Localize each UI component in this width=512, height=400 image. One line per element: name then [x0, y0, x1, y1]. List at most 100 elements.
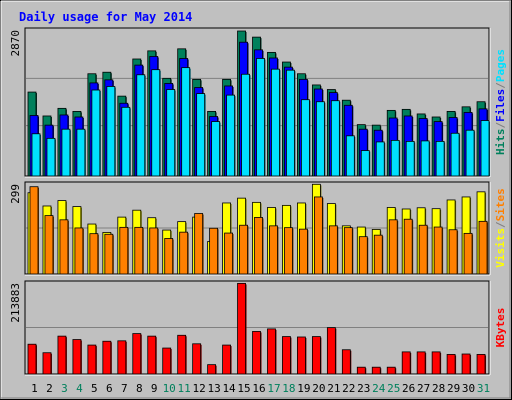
bar-kbytes-26 [401, 351, 411, 375]
bar-sites-1 [29, 186, 39, 275]
bar-kbytes-13 [207, 364, 217, 375]
bar-sites-11 [179, 231, 189, 275]
bar-pages-22 [345, 135, 355, 177]
x-tick-label: 29 [447, 382, 460, 395]
x-tick-label: 19 [297, 382, 310, 395]
x-tick-label: 21 [327, 382, 340, 395]
bar-sites-4 [74, 227, 84, 275]
bar-kbytes-30 [461, 353, 471, 375]
x-tick-label: 20 [312, 382, 325, 395]
bar-pages-17 [271, 68, 280, 177]
bar-kbytes-20 [311, 336, 321, 375]
axis-label-part: Visits [494, 228, 507, 268]
panel-middle: 299 Visits/Sites [9, 181, 507, 276]
x-tick-label: 15 [237, 382, 250, 395]
bar-pages-31 [480, 120, 490, 177]
x-tick-label: 26 [402, 382, 415, 395]
x-tick-label: 8 [136, 382, 143, 395]
bar-pages-3 [61, 128, 71, 177]
bar-sites-16 [254, 217, 263, 275]
bar-sites-19 [299, 228, 308, 275]
x-tick-label: 18 [282, 382, 295, 395]
bar-pages-18 [286, 69, 295, 177]
x-tick-label: 2 [46, 382, 53, 395]
bar-sites-5 [89, 233, 99, 275]
bar-sites-31 [478, 220, 488, 275]
bar-kbytes-5 [87, 344, 97, 375]
bar-kbytes-4 [72, 339, 82, 375]
x-tick-label: 3 [61, 382, 68, 395]
axis-label-part: / [494, 122, 507, 129]
bar-sites-27 [418, 224, 428, 275]
axis-label-part: / [494, 221, 507, 228]
bar-kbytes-1 [27, 343, 37, 375]
axis-label-part: / [494, 82, 507, 89]
x-tick-label: 6 [106, 382, 113, 395]
bar-kbytes-15 [237, 282, 246, 375]
bar-pages-11 [181, 67, 191, 177]
x-tick-label: 4 [76, 382, 83, 395]
bar-kbytes-17 [267, 328, 276, 375]
bar-sites-29 [448, 229, 458, 275]
bar-kbytes-25 [386, 366, 396, 375]
bar-sites-10 [164, 238, 174, 275]
bar-pages-4 [76, 128, 86, 177]
bar-kbytes-14 [222, 344, 231, 375]
bar-sites-25 [388, 219, 398, 275]
ymax-label-middle: 299 [9, 184, 22, 204]
series-pages [31, 58, 491, 177]
bar-pages-24 [375, 141, 385, 177]
bar-pages-26 [405, 141, 415, 177]
x-tick-label: 7 [121, 382, 128, 395]
axis-label-part: Pages [494, 49, 507, 82]
bar-kbytes-31 [476, 354, 486, 375]
bar-pages-9 [151, 69, 161, 177]
bar-sites-21 [328, 225, 338, 275]
bar-kbytes-10 [162, 347, 172, 375]
bar-pages-6 [106, 86, 116, 177]
bar-sites-3 [59, 219, 69, 275]
x-tick-label: 22 [342, 382, 355, 395]
bar-sites-26 [403, 218, 413, 275]
x-tick-label: 10 [163, 382, 176, 395]
bar-kbytes-12 [192, 343, 202, 375]
bar-sites-7 [119, 226, 129, 275]
bar-kbytes-8 [132, 333, 142, 375]
bar-kbytes-9 [147, 335, 157, 375]
bar-kbytes-22 [341, 349, 351, 375]
bar-sites-24 [373, 234, 383, 275]
series-sites [29, 186, 489, 275]
x-tick-label: 30 [462, 382, 475, 395]
x-tick-label: 9 [151, 382, 158, 395]
bar-sites-13 [209, 227, 219, 275]
x-tick-label: 1 [31, 382, 38, 395]
bar-sites-23 [358, 236, 368, 275]
x-axis-labels: 1 2 3 4 5 6 7 8 9 10 11 12 13 14 15 16 17 18 19 20 21 22 23 24 2… [31, 382, 490, 395]
x-tick-label: 24 [372, 382, 386, 395]
bar-pages-23 [360, 150, 370, 177]
bar-sites-14 [224, 232, 233, 275]
bar-pages-25 [390, 139, 400, 177]
panel-bottom: 213883 KBytes [9, 280, 507, 376]
bar-kbytes-11 [177, 334, 187, 375]
bar-kbytes-6 [102, 340, 112, 375]
x-tick-label: 28 [432, 382, 445, 395]
bar-pages-21 [330, 100, 340, 177]
bar-kbytes-28 [431, 351, 441, 375]
bar-kbytes-29 [446, 354, 456, 375]
x-tick-label: 25 [387, 382, 400, 395]
bar-kbytes-19 [297, 336, 306, 375]
ymax-label-bottom: 213883 [9, 283, 22, 323]
bar-pages-1 [31, 133, 41, 177]
bar-pages-19 [301, 99, 310, 177]
bar-sites-9 [149, 227, 159, 275]
bar-pages-28 [435, 141, 445, 177]
axis-label-part: Files [494, 89, 507, 122]
bar-pages-5 [91, 89, 101, 177]
bar-sites-30 [463, 232, 473, 275]
axis-label-top: Hits/Files/Pages [494, 49, 507, 155]
bar-sites-15 [239, 224, 248, 275]
bar-pages-29 [450, 132, 460, 177]
